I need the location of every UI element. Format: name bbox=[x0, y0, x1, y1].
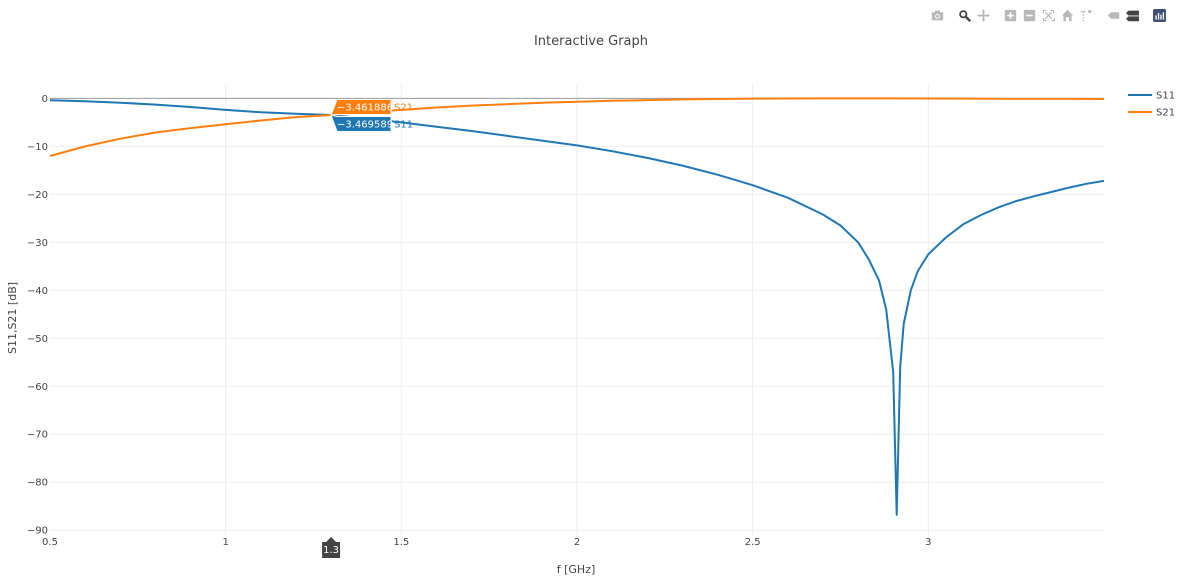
x-tick-label: 2 bbox=[574, 537, 580, 548]
y-axis-title: S11,S21 [dB] bbox=[6, 282, 19, 354]
pan-icon bbox=[977, 8, 990, 22]
hover-label-box-s11 bbox=[330, 114, 392, 133]
x-tick-label: 1.5 bbox=[393, 537, 409, 548]
x-hover-label-box bbox=[322, 537, 341, 558]
hover-closest-icon bbox=[1107, 11, 1120, 19]
spike-lines-icon bbox=[1080, 9, 1092, 21]
spike-lines-button[interactable] bbox=[1078, 7, 1095, 23]
x-tick-label: 2.5 bbox=[745, 537, 761, 548]
y-tick-label: −70 bbox=[27, 430, 48, 441]
legend-label-s21[interactable]: S21 bbox=[1156, 108, 1175, 119]
plotly-logo-button[interactable] bbox=[1151, 7, 1168, 23]
zoom-out-icon bbox=[1023, 9, 1036, 21]
y-tick-label: 0 bbox=[42, 94, 48, 105]
zoom-button[interactable] bbox=[956, 7, 973, 23]
y-tick-label: −80 bbox=[27, 478, 48, 489]
reset-axes-button[interactable] bbox=[1059, 7, 1076, 23]
hover-value-s11: −3.469589 bbox=[337, 120, 393, 131]
series-line-s11 bbox=[49, 99, 1105, 516]
grid bbox=[50, 84, 1104, 535]
zoom-out-button[interactable] bbox=[1021, 7, 1038, 23]
hover-compare-icon bbox=[1126, 10, 1139, 21]
zoom-icon bbox=[959, 9, 971, 22]
hover-name-s11: S11 bbox=[394, 120, 413, 131]
legend-label-s11[interactable]: S11 bbox=[1156, 91, 1175, 102]
zoom-in-button[interactable] bbox=[1002, 7, 1019, 23]
hover-closest-button[interactable] bbox=[1105, 7, 1122, 23]
camera-button[interactable] bbox=[929, 7, 946, 23]
autoscale-icon bbox=[1042, 9, 1055, 21]
reset-axes-icon bbox=[1061, 9, 1074, 21]
hover-label-box-s21 bbox=[330, 99, 392, 116]
hover-value-s21: −3.461886 bbox=[337, 103, 393, 114]
y-tick-label: −60 bbox=[27, 382, 48, 393]
y-tick-label: −50 bbox=[27, 334, 48, 345]
modebar bbox=[927, 6, 1168, 24]
plotly-logo-icon bbox=[1153, 8, 1166, 22]
hover-labels: 1.3 −3.461886 S21−3.469589 S11 bbox=[322, 99, 413, 558]
y-tick-label: −40 bbox=[27, 286, 48, 297]
y-tick-label: −30 bbox=[27, 238, 48, 249]
camera-icon bbox=[931, 10, 944, 20]
hover-compare-button[interactable] bbox=[1124, 7, 1141, 23]
hover-name-s21: S21 bbox=[394, 103, 413, 114]
pan-button[interactable] bbox=[975, 7, 992, 23]
x-axis-title: f [GHz] bbox=[557, 563, 596, 576]
legend[interactable]: S11 S21 bbox=[1128, 91, 1175, 119]
chart-title: Interactive Graph bbox=[534, 34, 648, 49]
x-tick-label: 1 bbox=[222, 537, 228, 548]
y-tick-label: −10 bbox=[27, 142, 48, 153]
zoom-in-icon bbox=[1004, 9, 1017, 21]
autoscale-button[interactable] bbox=[1040, 7, 1057, 23]
y-tick-label: −20 bbox=[27, 190, 48, 201]
series-lines bbox=[49, 97, 1105, 516]
y-tick-label: −90 bbox=[27, 526, 48, 537]
x-hover-label: 1.3 bbox=[323, 545, 339, 556]
series-line-s21 bbox=[49, 97, 1105, 157]
x-tick-label: 0.5 bbox=[42, 537, 58, 548]
x-tick-label: 3 bbox=[925, 537, 931, 548]
x-axis-ticks: 0.5 1 1.5 2 2.5 3 bbox=[42, 537, 931, 548]
y-axis-ticks: 0 −10 −20 −30 −40 −50 −60 −70 −80 −90 bbox=[27, 94, 48, 537]
